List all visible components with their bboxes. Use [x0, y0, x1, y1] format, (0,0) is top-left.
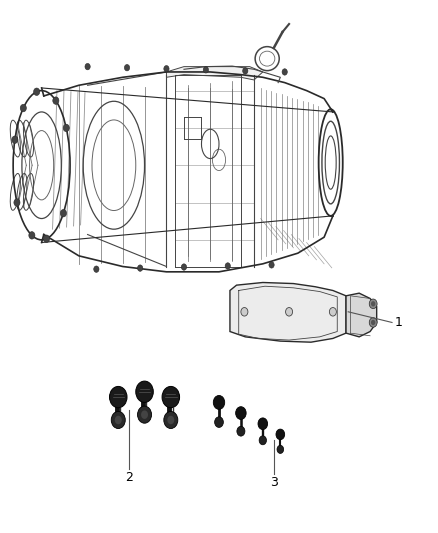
Circle shape: [213, 395, 225, 409]
Circle shape: [138, 406, 152, 423]
Circle shape: [282, 69, 287, 75]
Circle shape: [277, 446, 284, 454]
Circle shape: [181, 264, 187, 270]
Circle shape: [259, 436, 266, 445]
Circle shape: [369, 318, 377, 327]
Circle shape: [276, 429, 285, 440]
Circle shape: [269, 262, 274, 268]
Circle shape: [237, 426, 245, 436]
Text: 2: 2: [125, 471, 133, 483]
Circle shape: [371, 301, 375, 306]
Circle shape: [141, 410, 148, 419]
Circle shape: [43, 235, 49, 243]
Circle shape: [215, 417, 223, 427]
Circle shape: [236, 407, 246, 419]
Circle shape: [60, 209, 67, 217]
Circle shape: [286, 308, 293, 316]
Circle shape: [94, 266, 99, 272]
Circle shape: [63, 124, 69, 132]
Circle shape: [203, 67, 208, 73]
Circle shape: [138, 265, 143, 271]
Circle shape: [85, 63, 90, 70]
Circle shape: [124, 64, 130, 71]
Circle shape: [53, 97, 59, 104]
Polygon shape: [230, 282, 346, 342]
Circle shape: [14, 199, 20, 206]
Circle shape: [12, 136, 18, 143]
Polygon shape: [166, 67, 263, 80]
Circle shape: [369, 299, 377, 309]
Circle shape: [20, 104, 26, 112]
Circle shape: [110, 386, 127, 408]
Circle shape: [329, 308, 336, 316]
Text: 3: 3: [270, 476, 278, 489]
Circle shape: [243, 68, 248, 74]
Circle shape: [225, 263, 230, 269]
Circle shape: [34, 88, 40, 95]
Circle shape: [241, 308, 248, 316]
Polygon shape: [346, 293, 377, 337]
Circle shape: [115, 416, 122, 424]
Circle shape: [164, 66, 169, 72]
Circle shape: [164, 411, 178, 429]
Circle shape: [29, 232, 35, 239]
Circle shape: [371, 320, 375, 325]
Circle shape: [111, 411, 125, 429]
Text: 1: 1: [394, 316, 402, 329]
Circle shape: [162, 386, 180, 408]
Circle shape: [258, 418, 268, 430]
Circle shape: [136, 381, 153, 402]
Circle shape: [167, 416, 174, 424]
